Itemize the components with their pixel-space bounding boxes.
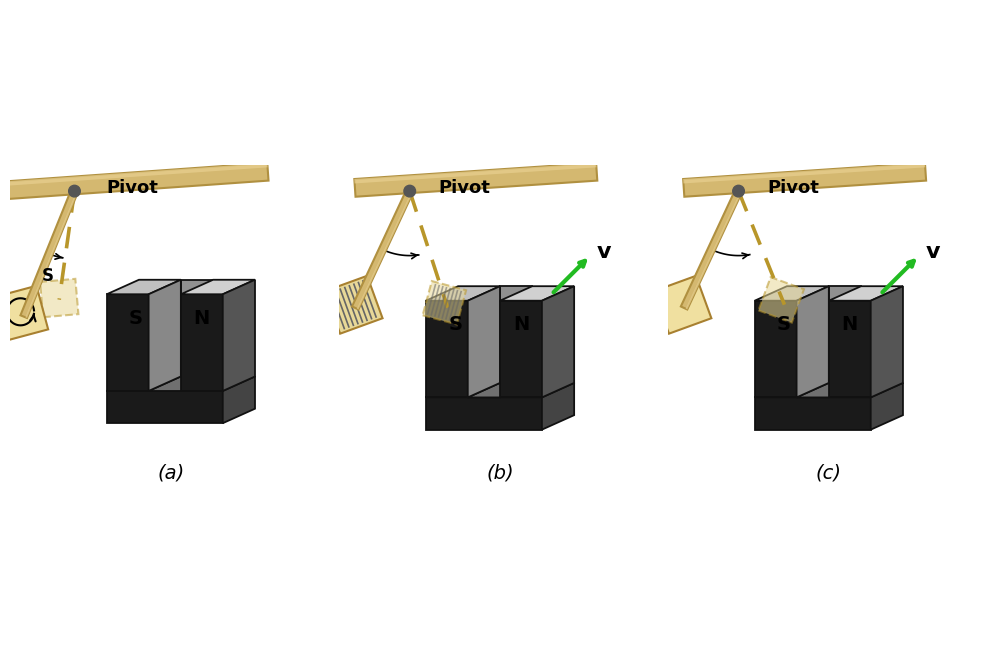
Polygon shape [871,383,903,430]
Text: (a): (a) [158,463,185,482]
Polygon shape [797,383,861,398]
Polygon shape [107,279,181,295]
Polygon shape [683,163,926,197]
Polygon shape [181,295,223,391]
Polygon shape [829,286,861,383]
Polygon shape [352,189,413,310]
Polygon shape [683,163,925,183]
Polygon shape [426,301,468,398]
Polygon shape [149,377,213,391]
Text: N: N [513,315,529,334]
Text: v: v [597,242,611,263]
Polygon shape [426,286,500,301]
Polygon shape [107,295,149,391]
Circle shape [733,185,744,197]
Text: (b): (b) [486,463,514,482]
Polygon shape [755,398,871,430]
Polygon shape [829,286,903,301]
Polygon shape [755,383,903,398]
Polygon shape [426,398,542,430]
Polygon shape [500,286,574,301]
Text: v: v [926,242,940,263]
Polygon shape [871,286,903,398]
Text: Pivot: Pivot [439,179,491,197]
Polygon shape [500,286,532,383]
Polygon shape [354,163,597,197]
Polygon shape [181,279,213,377]
Polygon shape [755,286,829,301]
Polygon shape [107,377,255,391]
Text: S: S [777,315,791,334]
Text: S: S [448,315,462,334]
Polygon shape [223,279,255,391]
Polygon shape [797,286,829,398]
Polygon shape [426,383,574,398]
Polygon shape [423,281,466,325]
Circle shape [69,185,80,197]
Circle shape [404,185,416,197]
Text: Pivot: Pivot [107,179,159,197]
Text: S: S [129,309,143,328]
Polygon shape [0,163,269,200]
Polygon shape [500,301,542,398]
Polygon shape [0,286,48,341]
Polygon shape [181,279,255,295]
Polygon shape [0,163,268,187]
Polygon shape [542,286,574,398]
Polygon shape [758,277,804,323]
Polygon shape [654,276,711,334]
Polygon shape [25,192,78,318]
Polygon shape [542,383,574,430]
Polygon shape [149,279,181,391]
Polygon shape [354,163,596,183]
Polygon shape [325,276,383,334]
Polygon shape [357,192,413,310]
Text: N: N [842,315,858,334]
Polygon shape [468,383,532,398]
Polygon shape [686,192,742,310]
Polygon shape [107,391,223,423]
Text: N: N [194,309,210,328]
Polygon shape [829,301,871,398]
Polygon shape [755,301,797,398]
Text: S: S [41,267,53,285]
Polygon shape [681,189,742,310]
Polygon shape [40,279,78,317]
Text: Pivot: Pivot [768,179,819,197]
Text: (c): (c) [816,463,842,482]
Polygon shape [223,377,255,423]
Polygon shape [20,190,78,318]
Polygon shape [468,286,500,398]
